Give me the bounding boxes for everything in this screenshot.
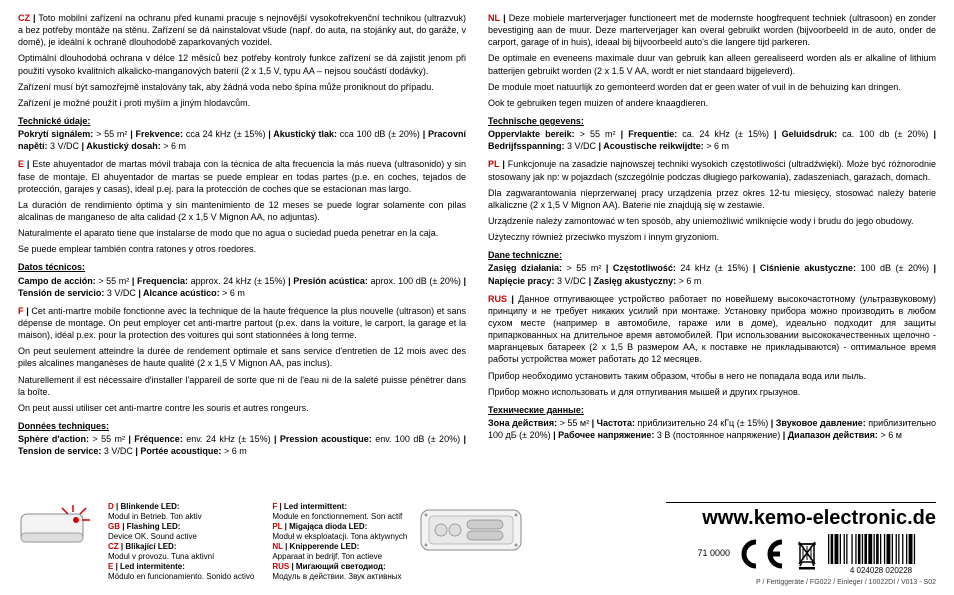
- e-tech: Campo de acción: > 55 m² | Frequencia: a…: [18, 275, 466, 299]
- nl-p2: De optimale en eveneens maximale duur va…: [488, 52, 936, 76]
- led-entry: RUS | Мигающий светодиод:Модуль в действ…: [272, 562, 407, 582]
- led-entry: D | Blinkende LED:Modul in Betrieb. Ton …: [108, 502, 254, 522]
- f-p4: On peut aussi utiliser cet anti-martre c…: [18, 402, 466, 414]
- e-p4: Se puede emplear también contra ratones …: [18, 243, 466, 255]
- columns: CZ | Toto mobilní zařízení na ochranu př…: [18, 12, 936, 496]
- led-entry: PL | Migająca dioda LED:Moduł w eksploat…: [272, 522, 407, 542]
- f-p2: On peut seulement atteindre la durée de …: [18, 345, 466, 369]
- rus-p3: Прибор можно использовать и для отпугива…: [488, 386, 936, 398]
- f-tech: Sphère d'action: > 55 m² | Fréquence: en…: [18, 433, 466, 457]
- website-url: www.kemo-electronic.de: [666, 502, 936, 532]
- cz-tech: Pokrytí signálem: > 55 m² | Frekvence: c…: [18, 128, 466, 152]
- svg-text:4 024028 020228: 4 024028 020228: [850, 566, 913, 574]
- logos-row: 71 0000 4 024028 020228: [697, 534, 936, 574]
- cz-p3: Zařízení musí být samozřejmě instalovány…: [18, 81, 466, 93]
- lang-label-nl: NL: [488, 13, 500, 23]
- led-col-left: D | Blinkende LED:Modul in Betrieb. Ton …: [108, 502, 254, 582]
- f-p1: Cet anti-martre mobile fonctionne avec l…: [18, 306, 466, 340]
- rus-techhead: Технические данные:: [488, 404, 936, 416]
- pl-p4: Użyteczny również przeciwko myszom i inn…: [488, 231, 936, 243]
- led-entry: CZ | Blikající LED:Modul v provozu. Tuna…: [108, 542, 254, 562]
- e-block: E | Este ahuyentador de martas móvil tra…: [18, 158, 466, 194]
- device-battery-icon: [417, 502, 527, 557]
- e-techhead: Datos técnicos:: [18, 261, 466, 273]
- cz-block: CZ | Toto mobilní zařízení na ochranu př…: [18, 12, 466, 48]
- lang-label-pl: PL: [488, 159, 500, 169]
- weee-bin-icon: [796, 538, 818, 570]
- lang-label-cz: CZ: [18, 13, 30, 23]
- nl-p4: Ook te gebruiken tegen muizen of andere …: [488, 97, 936, 109]
- led-entry: F | Led intermittent:Module en fonctionn…: [272, 502, 407, 522]
- pl-tech: Zasięg działania: > 55 m² | Częstotliwoś…: [488, 262, 936, 286]
- footer-line: P / Fertiggeräte / FG022 / Einleger / 10…: [756, 578, 936, 587]
- ce-mark-icon: [738, 538, 788, 570]
- led-entry: E | Led intermitente:Módulo en funcionam…: [108, 562, 254, 582]
- pl-block: PL | Funkcjonuje na zasadzie najnowszej …: [488, 158, 936, 182]
- led-entry: GB | Flashing LED:Device OK. Sound activ…: [108, 522, 254, 542]
- rus-p1: Данное отпугивающее устройство работает …: [488, 294, 936, 365]
- pl-techhead: Dane techniczne:: [488, 249, 936, 261]
- cz-p2: Optimální dlouhodobá ochrana v délce 12 …: [18, 52, 466, 76]
- e-p3: Naturalmente el aparato tiene que instal…: [18, 227, 466, 239]
- nl-p1: Deze mobiele marterverjager functioneert…: [488, 13, 936, 47]
- cz-p1: Toto mobilní zařízení na ochranu před ku…: [18, 13, 466, 47]
- nl-tech: Oppervlakte bereik: > 55 m² | Frequentie…: [488, 128, 936, 152]
- pl-p1: Funkcjonuje na zasadzie najnowszej techn…: [488, 159, 936, 181]
- rus-p2: Прибор необходимо установить таким образ…: [488, 370, 936, 382]
- cz-techhead: Technické údaje:: [18, 115, 466, 127]
- bottom-right: www.kemo-electronic.de 71 0000 4 024028 …: [666, 502, 936, 587]
- f-techhead: Données techniques:: [18, 420, 466, 432]
- led-col-right: F | Led intermittent:Module en fonctionn…: [272, 502, 407, 582]
- f-p3: Naturellement il est nécessaire d'instal…: [18, 374, 466, 398]
- right-column: NL | Deze mobiele marterverjager functio…: [488, 12, 936, 496]
- cz-p4: Zařízení je možné použít i proti myším a…: [18, 97, 466, 109]
- e-p2: La duración de rendimiento óptima y sin …: [18, 199, 466, 223]
- f-block: F | Cet anti-martre mobile fonctionne av…: [18, 305, 466, 341]
- left-column: CZ | Toto mobilní zařízení na ochranu př…: [18, 12, 466, 496]
- led-entry: NL | Knipperende LED:Apparaat in bedrijf…: [272, 542, 407, 562]
- led-legend: D | Blinkende LED:Modul in Betrieb. Ton …: [108, 502, 407, 582]
- nl-p3: De module moet natuurlijk zo gemonteerd …: [488, 81, 936, 93]
- pl-p3: Urządzenie należy zamontować w ten sposó…: [488, 215, 936, 227]
- part-number: 71 0000: [697, 547, 730, 559]
- lang-label-e: E: [18, 159, 24, 169]
- lang-label-f: F: [18, 306, 24, 316]
- lang-label-rus: RUS: [488, 294, 507, 304]
- e-p1: Este ahuyentador de martas móvil trabaja…: [18, 159, 466, 193]
- device-led-icon: [18, 502, 98, 557]
- rus-block: RUS | Данное отпугивающее устройство раб…: [488, 293, 936, 366]
- nl-techhead: Technische gegevens:: [488, 115, 936, 127]
- barcode-icon: 4 024028 020228: [826, 534, 936, 574]
- nl-block: NL | Deze mobiele marterverjager functio…: [488, 12, 936, 48]
- rus-tech: Зона действия: > 55 м² | Частота: прибли…: [488, 417, 936, 441]
- pl-p2: Dla zagwarantowania nieprzerwanej pracy …: [488, 187, 936, 211]
- bottom-strip: D | Blinkende LED:Modul in Betrieb. Ton …: [18, 502, 936, 587]
